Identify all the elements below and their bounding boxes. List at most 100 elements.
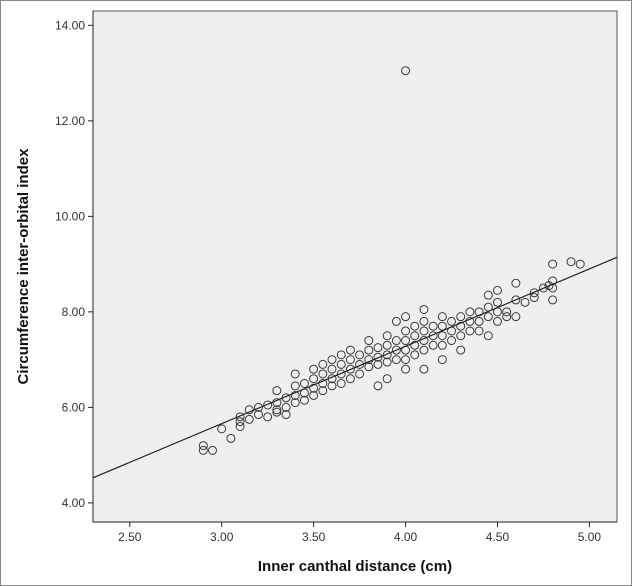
- y-axis-ticks: 4.00 6.00 8.00 10.00 12.00 14.00: [55, 18, 93, 510]
- plot-area: [92, 10, 618, 523]
- data-point: [382, 340, 392, 350]
- data-point: [474, 316, 484, 326]
- data-point: [483, 312, 493, 322]
- data-point: [437, 312, 447, 322]
- data-point: [253, 402, 263, 412]
- data-point: [410, 321, 420, 331]
- data-point: [437, 355, 447, 365]
- data-point: [226, 433, 236, 443]
- data-point: [336, 350, 346, 360]
- data-point: [391, 345, 401, 355]
- data-point: [309, 374, 319, 384]
- data-point: [382, 331, 392, 341]
- data-point: [345, 374, 355, 384]
- data-points: [198, 66, 585, 455]
- y-tick-label: 12.00: [55, 114, 85, 128]
- data-point: [373, 352, 383, 362]
- data-point: [382, 374, 392, 384]
- data-point: [456, 321, 466, 331]
- data-point: [318, 369, 328, 379]
- data-point: [263, 412, 273, 422]
- data-point: [465, 307, 475, 317]
- x-tick-label: 4.00: [394, 530, 418, 544]
- data-point: [428, 321, 438, 331]
- data-point: [208, 445, 218, 455]
- data-point: [419, 364, 429, 374]
- data-point: [336, 379, 346, 389]
- data-point: [253, 410, 263, 420]
- x-tick-label: 5.00: [578, 530, 602, 544]
- data-point: [281, 410, 291, 420]
- data-point: [492, 316, 502, 326]
- data-point: [318, 359, 328, 369]
- data-point: [529, 293, 539, 303]
- data-point: [410, 350, 420, 360]
- data-point: [474, 326, 484, 336]
- data-point: [336, 359, 346, 369]
- data-point: [391, 355, 401, 365]
- data-point: [382, 357, 392, 367]
- data-point: [217, 424, 227, 434]
- data-point: [401, 336, 411, 346]
- data-point: [373, 343, 383, 353]
- y-tick-label: 14.00: [55, 18, 85, 32]
- data-point: [447, 316, 457, 326]
- x-axis-title: Inner canthal distance (cm): [258, 558, 452, 575]
- data-point: [529, 288, 539, 298]
- x-tick-label: 2.50: [118, 530, 142, 544]
- data-point: [290, 398, 300, 408]
- data-point: [355, 350, 365, 360]
- data-point: [456, 312, 466, 322]
- data-point: [345, 364, 355, 374]
- data-point: [575, 259, 585, 269]
- data-point: [410, 331, 420, 341]
- data-point: [511, 312, 521, 322]
- data-point: [419, 345, 429, 355]
- data-point: [290, 390, 300, 400]
- data-point: [391, 336, 401, 346]
- data-point: [401, 355, 411, 365]
- data-point: [419, 316, 429, 326]
- data-point: [272, 405, 282, 415]
- data-point: [502, 312, 512, 322]
- data-point: [336, 369, 346, 379]
- x-tick-label: 4.50: [486, 530, 510, 544]
- data-point: [401, 312, 411, 322]
- data-point: [548, 259, 558, 269]
- data-point: [483, 331, 493, 341]
- data-point: [502, 307, 512, 317]
- data-point: [364, 345, 374, 355]
- data-point: [492, 297, 502, 307]
- data-point: [456, 345, 466, 355]
- data-point: [428, 340, 438, 350]
- data-point: [511, 278, 521, 288]
- data-point: [281, 402, 291, 412]
- data-point: [456, 331, 466, 341]
- data-point: [263, 400, 273, 410]
- data-point: [244, 414, 254, 424]
- y-tick-label: 6.00: [62, 400, 86, 414]
- data-point: [235, 421, 245, 431]
- data-point: [290, 369, 300, 379]
- data-point: [327, 381, 337, 391]
- data-point: [391, 316, 401, 326]
- y-tick-label: 8.00: [62, 305, 86, 319]
- y-tick-label: 10.00: [55, 209, 85, 223]
- y-axis-title: Circumference inter-orbital index: [15, 148, 32, 385]
- data-point: [419, 326, 429, 336]
- data-point: [437, 331, 447, 341]
- data-point: [401, 326, 411, 336]
- x-axis-ticks: 2.50 3.00 3.50 4.00 4.50 5.00: [118, 522, 601, 544]
- data-point: [235, 417, 245, 427]
- data-point: [447, 336, 457, 346]
- data-point: [345, 355, 355, 365]
- data-point: [309, 383, 319, 393]
- data-point: [198, 441, 208, 451]
- data-point: [327, 355, 337, 365]
- data-point: [410, 340, 420, 350]
- data-point: [290, 381, 300, 391]
- y-tick-label: 4.00: [62, 496, 86, 510]
- data-point: [272, 386, 282, 396]
- data-point: [198, 445, 208, 455]
